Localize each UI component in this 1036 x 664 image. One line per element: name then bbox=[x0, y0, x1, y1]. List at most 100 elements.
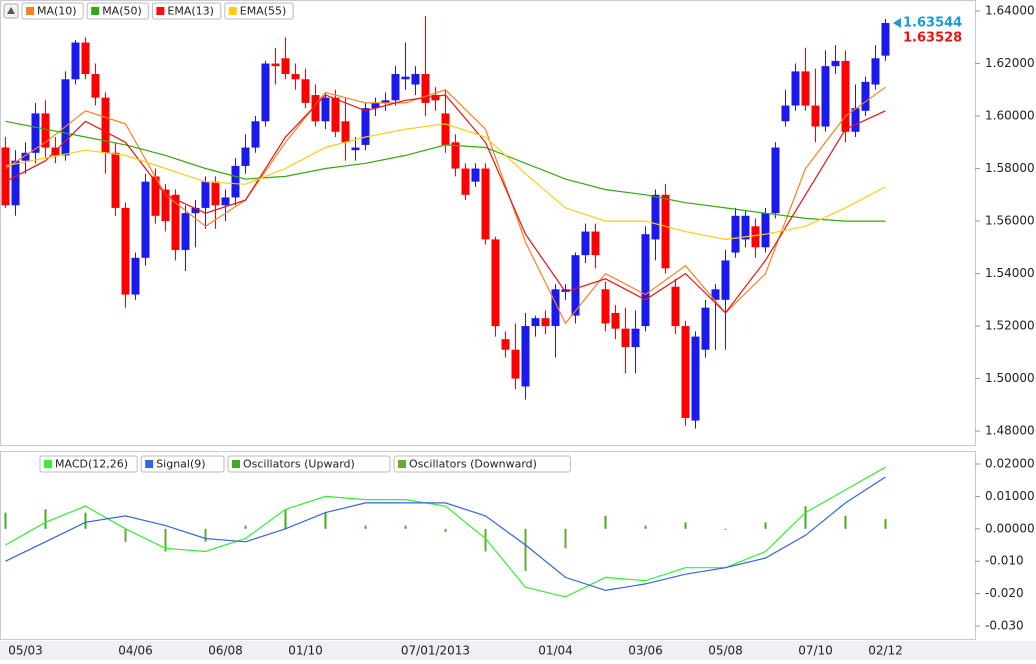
oscillator-bar bbox=[644, 525, 647, 529]
legend-box bbox=[151, 2, 222, 20]
candle-body bbox=[841, 60, 850, 132]
candle-body bbox=[701, 307, 710, 350]
candle-body bbox=[151, 176, 160, 216]
price-label: 1.63528 bbox=[903, 30, 962, 45]
legend-item[interactable]: EMA(13) bbox=[151, 2, 222, 20]
candle-body bbox=[321, 97, 330, 122]
legend-box bbox=[21, 2, 84, 20]
legend-box bbox=[86, 2, 149, 20]
indicator-line bbox=[5, 86, 886, 325]
candle-body bbox=[281, 58, 290, 75]
price-panel bbox=[0, 0, 976, 446]
legend-item[interactable]: Oscillators (Upward) bbox=[227, 455, 391, 473]
x-tick-label: 07/01/2013 bbox=[401, 644, 470, 658]
candle-body bbox=[761, 213, 770, 248]
candle-body bbox=[451, 142, 460, 169]
legend-item[interactable]: EMA(55) bbox=[224, 2, 294, 20]
candle-body bbox=[241, 147, 250, 166]
legend-swatch bbox=[26, 7, 34, 15]
legend-item[interactable]: MA(50) bbox=[86, 2, 149, 20]
legend-item[interactable]: MACD(12,26) bbox=[39, 455, 138, 473]
legend-label: MA(50) bbox=[102, 5, 142, 18]
legend-box bbox=[140, 455, 225, 473]
candle-body bbox=[311, 95, 320, 122]
y-tick-label: -0.010 bbox=[985, 554, 1024, 568]
price-marker bbox=[893, 17, 901, 28]
y-tick-label: 1.60000 bbox=[985, 109, 1035, 123]
candle-body bbox=[301, 79, 310, 103]
candle-body bbox=[381, 100, 390, 103]
candle-body bbox=[171, 194, 180, 250]
oscillator-bar bbox=[444, 528, 447, 533]
x-tick-label: 01/04 bbox=[538, 644, 573, 658]
legend-swatch bbox=[91, 7, 100, 15]
candle-body bbox=[431, 95, 440, 101]
legend-box bbox=[224, 2, 294, 20]
oscillator-bar bbox=[364, 525, 367, 529]
candle-body bbox=[441, 113, 450, 145]
y-tick-label: -0.020 bbox=[985, 586, 1024, 600]
candle-body bbox=[691, 336, 700, 421]
legend-box bbox=[393, 455, 571, 473]
candle-body bbox=[511, 349, 520, 379]
candle-body bbox=[191, 207, 200, 214]
y-tick-label: 0.02000 bbox=[985, 456, 1035, 470]
candle-body bbox=[721, 260, 730, 300]
oscillator-bar bbox=[124, 528, 127, 542]
oscillator-bar bbox=[684, 522, 687, 529]
candle-body bbox=[601, 289, 610, 324]
price-label: 1.63544 bbox=[903, 15, 962, 30]
macd-line bbox=[5, 476, 886, 592]
legend-label: Oscillators (Upward) bbox=[243, 458, 355, 471]
macd-panel bbox=[0, 451, 976, 640]
candle-body bbox=[231, 165, 240, 198]
candle-body bbox=[121, 207, 130, 295]
oscillator-bar bbox=[404, 525, 407, 529]
oscillator-bar bbox=[484, 528, 487, 552]
candle-body bbox=[201, 181, 210, 208]
y-tick-label: 1.48000 bbox=[985, 424, 1035, 438]
y-tick-label: 1.62000 bbox=[985, 56, 1035, 70]
oscillator-bar bbox=[204, 528, 207, 542]
candle-body bbox=[361, 108, 370, 145]
candle-body bbox=[771, 147, 780, 214]
candle-body bbox=[461, 168, 470, 195]
candle-body bbox=[651, 194, 660, 240]
candle-body bbox=[501, 339, 510, 350]
oscillator-bar bbox=[724, 528, 727, 530]
candle-body bbox=[781, 105, 790, 122]
candle-body bbox=[21, 152, 30, 161]
candle-body bbox=[261, 63, 270, 122]
x-tick-label: 07/10 bbox=[798, 644, 833, 658]
candle-body bbox=[401, 76, 410, 80]
candle-body bbox=[591, 231, 600, 256]
candle-body bbox=[621, 328, 630, 348]
candle-body bbox=[681, 326, 690, 418]
candle-body bbox=[751, 226, 760, 248]
oscillator-bar bbox=[524, 528, 527, 571]
candle-body bbox=[341, 121, 350, 143]
candle-body bbox=[881, 22, 890, 56]
legend-item[interactable]: MA(10) bbox=[21, 2, 84, 20]
x-tick-label: 03/06 bbox=[628, 644, 663, 658]
candle-body bbox=[271, 63, 280, 67]
y-tick-label: 0.00000 bbox=[985, 521, 1035, 535]
oscillator-bar bbox=[804, 506, 807, 529]
legend-swatch bbox=[156, 7, 165, 15]
legend-label: MA(10) bbox=[37, 5, 77, 18]
candle-body bbox=[111, 152, 120, 208]
legend-item[interactable]: Signal(9) bbox=[140, 455, 225, 473]
legend-swatch bbox=[398, 460, 406, 468]
candle-body bbox=[531, 318, 540, 327]
legend-swatch bbox=[44, 460, 52, 468]
date-axis-band bbox=[0, 641, 1036, 660]
candle-body bbox=[661, 194, 670, 269]
x-tick-label: 01/10 bbox=[288, 644, 323, 658]
y-tick-label: 1.54000 bbox=[985, 266, 1035, 280]
legend-label: Oscillators (Downward) bbox=[409, 458, 537, 471]
candle-body bbox=[741, 215, 750, 240]
legend-item[interactable]: Oscillators (Downward) bbox=[393, 455, 571, 473]
legend-swatch bbox=[232, 460, 240, 468]
oscillator-bar bbox=[764, 522, 767, 529]
